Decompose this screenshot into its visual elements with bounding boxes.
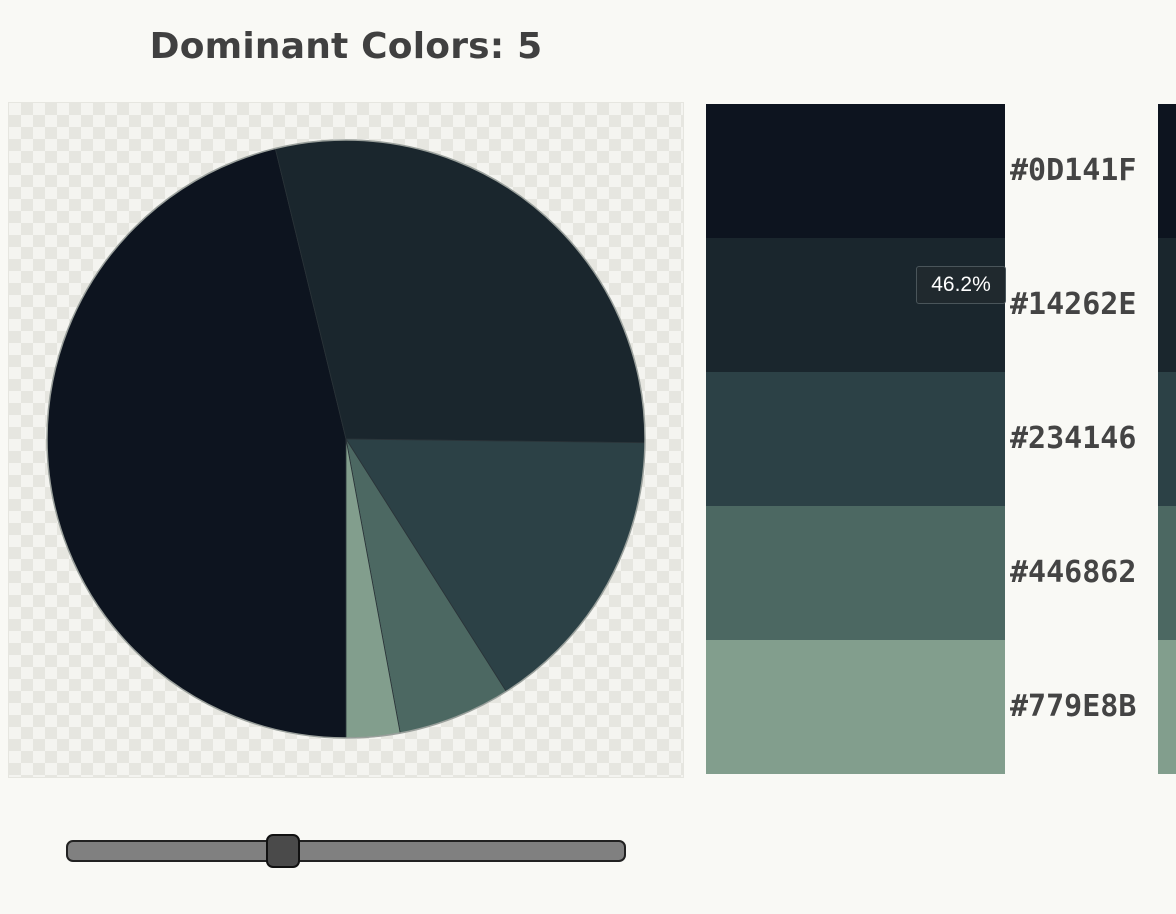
color-swatch-5[interactable]	[706, 640, 1005, 774]
hex-label-5: #779E8B	[1010, 689, 1137, 724]
slider-thumb[interactable]	[265, 834, 300, 868]
percentage-tooltip: 46.2%	[916, 266, 1006, 304]
hex-label-1: #0D141F	[1010, 153, 1137, 188]
pie-chart	[46, 139, 646, 739]
color-swatch-1[interactable]	[706, 104, 1005, 238]
dominant-colors-title: Dominant Colors: 5	[149, 26, 543, 67]
color-swatch-3[interactable]	[706, 372, 1005, 506]
edge-swatch-3	[1158, 372, 1176, 506]
hex-label-4: #446862	[1010, 555, 1137, 590]
hex-label-2: #14262E	[1010, 287, 1137, 322]
color-swatch-list	[706, 104, 1006, 774]
pie-outline	[46, 139, 646, 739]
pie-chart-panel	[8, 102, 684, 778]
edge-swatch-1	[1158, 104, 1176, 238]
edge-swatch-4	[1158, 506, 1176, 640]
color-count-slider[interactable]	[66, 840, 626, 862]
color-swatch-2[interactable]	[706, 238, 1005, 372]
edge-swatch-2	[1158, 238, 1176, 372]
edge-swatch-5	[1158, 640, 1176, 774]
hex-label-3: #234146	[1010, 421, 1137, 456]
color-swatch-4[interactable]	[706, 506, 1005, 640]
